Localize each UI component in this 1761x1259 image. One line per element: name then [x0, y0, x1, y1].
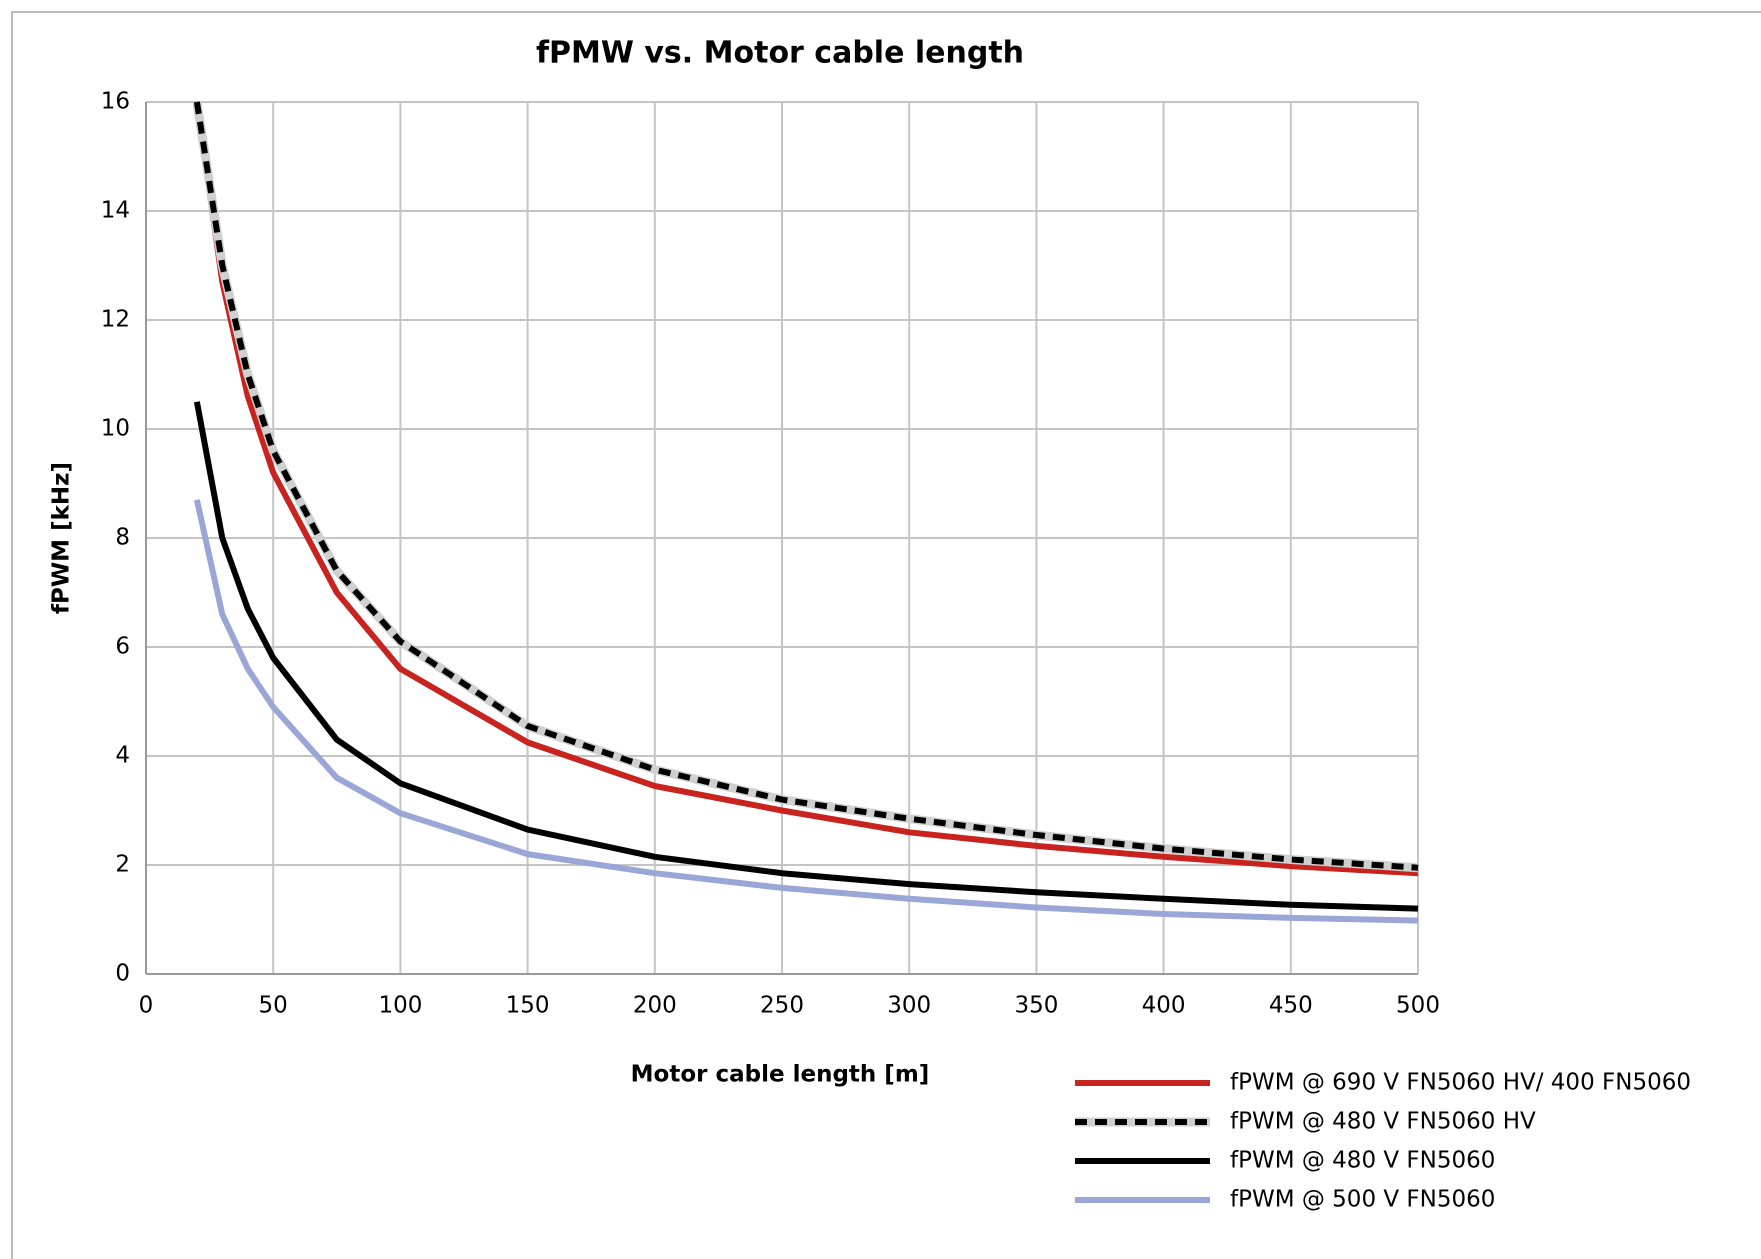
x-tick-label: 350 [1014, 993, 1058, 1019]
y-tick-label: 4 [115, 743, 130, 769]
y-tick-label: 16 [101, 89, 130, 115]
legend-label: fPWM @ 480 V FN5060 HV [1230, 1109, 1536, 1135]
y-tick-label: 0 [115, 961, 130, 987]
frame [11, 11, 1761, 1259]
legend-label: fPWM @ 500 V FN5060 [1230, 1187, 1495, 1213]
line [193, 101, 1419, 871]
chart-title: fPMW vs. Motor cable length [536, 36, 1024, 71]
x-tick-label: 150 [506, 993, 550, 1019]
line [193, 101, 1419, 877]
legend-label: fPWM @ 690 V FN5060 HV/ 400 FN5060 [1230, 1070, 1691, 1096]
x-tick-label: 100 [378, 993, 422, 1019]
line [193, 401, 1419, 912]
y-tick-label: 6 [115, 634, 130, 660]
x-tick-label: 450 [1269, 993, 1313, 1019]
x-tick-label: 250 [760, 993, 804, 1019]
y-tick-label: 12 [101, 307, 130, 333]
line [193, 499, 1419, 924]
y-axis-label: fPWM [kHz] [49, 462, 75, 614]
x-tick-label: 50 [259, 993, 288, 1019]
x-tick-label: 400 [1142, 993, 1186, 1019]
x-tick-label: 200 [633, 993, 677, 1019]
x-tick-label: 300 [887, 993, 931, 1019]
y-tick-label: 2 [115, 852, 130, 878]
x-axis-label: Motor cable length [m] [631, 1062, 930, 1088]
y-tick-label: 10 [101, 416, 130, 442]
y-tick-label: 8 [115, 525, 130, 551]
x-tick-label: 500 [1396, 993, 1440, 1019]
y-tick-label: 14 [101, 198, 130, 224]
line-underlay [192, 101, 1419, 873]
x-tick-label: 0 [139, 993, 154, 1019]
legend-label: fPWM @ 480 V FN5060 [1230, 1148, 1495, 1174]
